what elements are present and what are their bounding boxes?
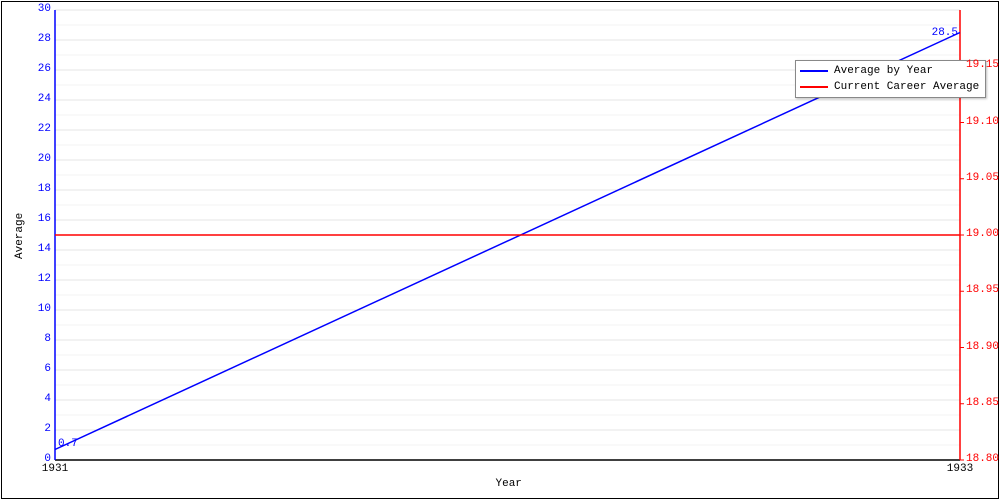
y-left-tick-label: 8 xyxy=(27,333,51,345)
y-left-tick-label: 12 xyxy=(27,273,51,285)
y-left-tick-label: 24 xyxy=(27,93,51,105)
legend: Average by Year Current Career Average xyxy=(795,60,986,98)
legend-item: Average by Year xyxy=(800,63,979,79)
legend-label: Current Career Average xyxy=(834,81,979,93)
y-left-tick-label: 22 xyxy=(27,123,51,135)
y-right-tick-label: 18.95 xyxy=(966,284,1000,296)
y-right-tick-label: 19.00 xyxy=(966,228,1000,240)
y-left-tick-label: 16 xyxy=(27,213,51,225)
x-tick-label: 1931 xyxy=(35,463,75,475)
y-left-tick-label: 4 xyxy=(27,393,51,405)
legend-swatch xyxy=(800,70,828,72)
data-point-label: 0.7 xyxy=(58,438,78,450)
legend-label: Average by Year xyxy=(834,65,933,77)
y-left-tick-label: 26 xyxy=(27,63,51,75)
data-point-label: 28.5 xyxy=(930,27,958,39)
x-tick-label: 1933 xyxy=(940,463,980,475)
y-right-tick-label: 19.05 xyxy=(966,172,1000,184)
y-right-tick-label: 18.85 xyxy=(966,397,1000,409)
y-right-tick-label: 18.90 xyxy=(966,341,1000,353)
y-right-tick-label: 19.10 xyxy=(966,116,1000,128)
legend-swatch xyxy=(800,86,828,88)
y-left-tick-label: 2 xyxy=(27,423,51,435)
x-axis-title: Year xyxy=(496,478,522,490)
y-left-tick-label: 10 xyxy=(27,303,51,315)
y-left-tick-label: 28 xyxy=(27,33,51,45)
y-right-tick-label: 19.15 xyxy=(966,59,1000,71)
legend-item: Current Career Average xyxy=(800,79,979,95)
y-left-axis-title: Average xyxy=(14,213,26,259)
y-left-tick-label: 18 xyxy=(27,183,51,195)
chart-container: Average Year Average by Year Current Car… xyxy=(0,0,1000,500)
y-left-tick-label: 14 xyxy=(27,243,51,255)
y-left-tick-label: 30 xyxy=(27,3,51,15)
y-left-tick-label: 6 xyxy=(27,363,51,375)
y-left-tick-label: 20 xyxy=(27,153,51,165)
